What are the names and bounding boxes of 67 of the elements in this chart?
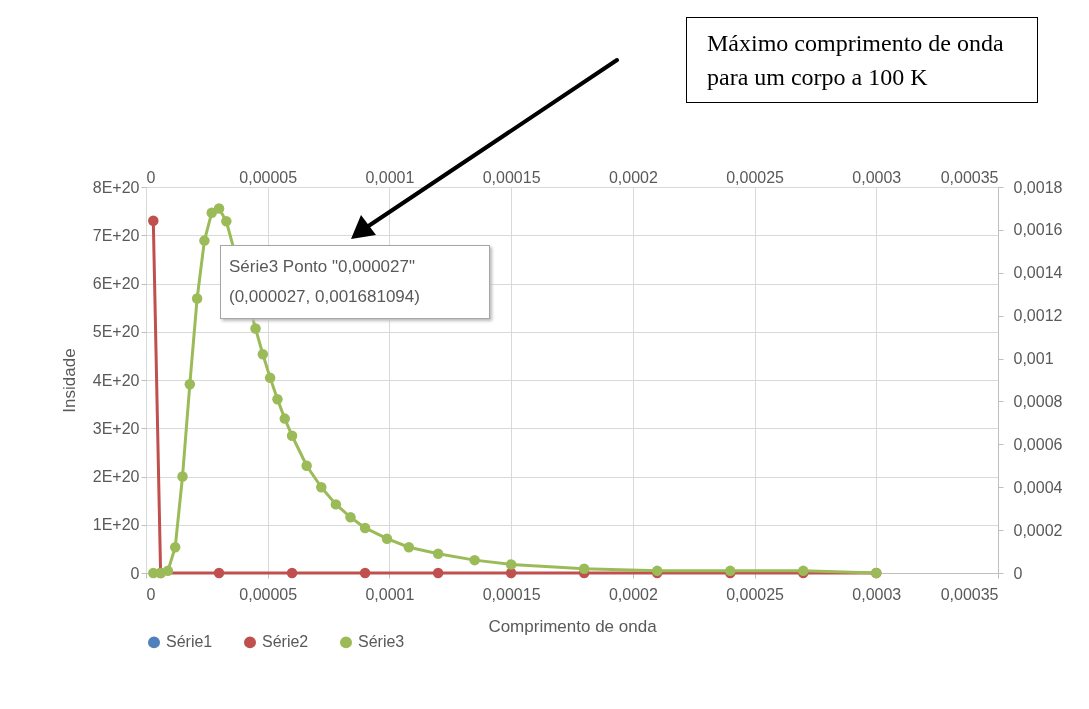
point bbox=[169, 542, 181, 553]
y2-tick-label: 0,001 bbox=[1013, 350, 1054, 368]
x-tick-label: 0,0002 bbox=[608, 168, 658, 186]
legend-label: Série3 bbox=[358, 633, 405, 651]
y2-tick-label: 0,0016 bbox=[1013, 221, 1063, 239]
y-tick-label: 7E+20 bbox=[92, 226, 140, 244]
point bbox=[505, 559, 517, 570]
y-tick-label: 3E+20 bbox=[92, 419, 140, 437]
point bbox=[213, 203, 225, 214]
x-tick-label: 0,00035 bbox=[940, 168, 999, 186]
point bbox=[469, 554, 480, 566]
y2-tick-label: 0 bbox=[1013, 564, 1023, 582]
y-tick-label: 0 bbox=[130, 564, 140, 582]
x-tick-label: 0,00025 bbox=[726, 168, 785, 186]
y2-tick-label: 0,0014 bbox=[1013, 264, 1063, 282]
y-tick-label: 6E+20 bbox=[92, 275, 140, 292]
point bbox=[257, 349, 269, 360]
point bbox=[330, 499, 342, 510]
point bbox=[272, 394, 283, 405]
x2-tick-label: 0,00015 bbox=[482, 585, 541, 603]
point bbox=[279, 413, 290, 424]
x-tick-label: 0,00005 bbox=[239, 168, 298, 186]
point bbox=[184, 379, 196, 390]
point bbox=[286, 430, 298, 441]
point bbox=[578, 563, 590, 574]
point bbox=[250, 323, 261, 334]
y-tick-label: 1E+20 bbox=[92, 516, 140, 534]
point bbox=[381, 533, 393, 544]
x2-tick-label: 0,00025 bbox=[726, 585, 785, 603]
y-axis-title: Insidade bbox=[59, 348, 79, 413]
point bbox=[316, 481, 327, 493]
y-tick-label: 2E+20 bbox=[92, 468, 140, 485]
y-tick-label: 8E+20 bbox=[92, 178, 140, 196]
x2-tick-label: 0,0001 bbox=[365, 585, 415, 603]
point bbox=[264, 372, 276, 384]
y2-tick-label: 0,0002 bbox=[1013, 521, 1063, 539]
y2-tick-label: 0,0006 bbox=[1013, 435, 1063, 453]
x2-tick-label: 0,0003 bbox=[852, 585, 902, 603]
tooltip: Série3 Ponto "0,000027" (0,000027, 0,001681094) bbox=[220, 245, 490, 319]
y2-tick-label: 0,0018 bbox=[1013, 178, 1063, 196]
x2-tick-label: 0,00035 bbox=[940, 585, 999, 603]
y2-tick-label: 0,0012 bbox=[1013, 307, 1063, 325]
point bbox=[177, 471, 188, 482]
x-axis-title: Comprimento de onda bbox=[488, 616, 658, 636]
point bbox=[403, 542, 415, 553]
y2-tick-label: 0,0004 bbox=[1013, 478, 1063, 496]
point bbox=[301, 460, 312, 472]
x-tick-label: 0,00015 bbox=[482, 168, 541, 186]
x-tick-label: 0,0001 bbox=[365, 168, 415, 186]
point bbox=[199, 235, 210, 246]
x2-tick-label: 0,0002 bbox=[608, 585, 658, 603]
point bbox=[359, 522, 371, 534]
point bbox=[191, 293, 203, 304]
legend-label: Série2 bbox=[262, 633, 309, 651]
x2-tick-label: 0,00005 bbox=[239, 585, 298, 603]
x-tick-label: 0 bbox=[146, 168, 156, 186]
x2-tick-label: 0 bbox=[146, 585, 156, 603]
point bbox=[345, 512, 356, 523]
point bbox=[162, 565, 174, 577]
text: Máximo comprimento de onda para um corpo a 100 K bbox=[686, 17, 1038, 103]
x-tick-label: 0,0003 bbox=[852, 168, 902, 186]
legend-label: Série1 bbox=[166, 633, 213, 651]
y-tick-label: 4E+20 bbox=[92, 371, 140, 389]
y-tick-label: 5E+20 bbox=[92, 323, 140, 341]
y2-tick-label: 0,0008 bbox=[1013, 392, 1063, 410]
point bbox=[432, 548, 444, 559]
point bbox=[221, 216, 232, 227]
